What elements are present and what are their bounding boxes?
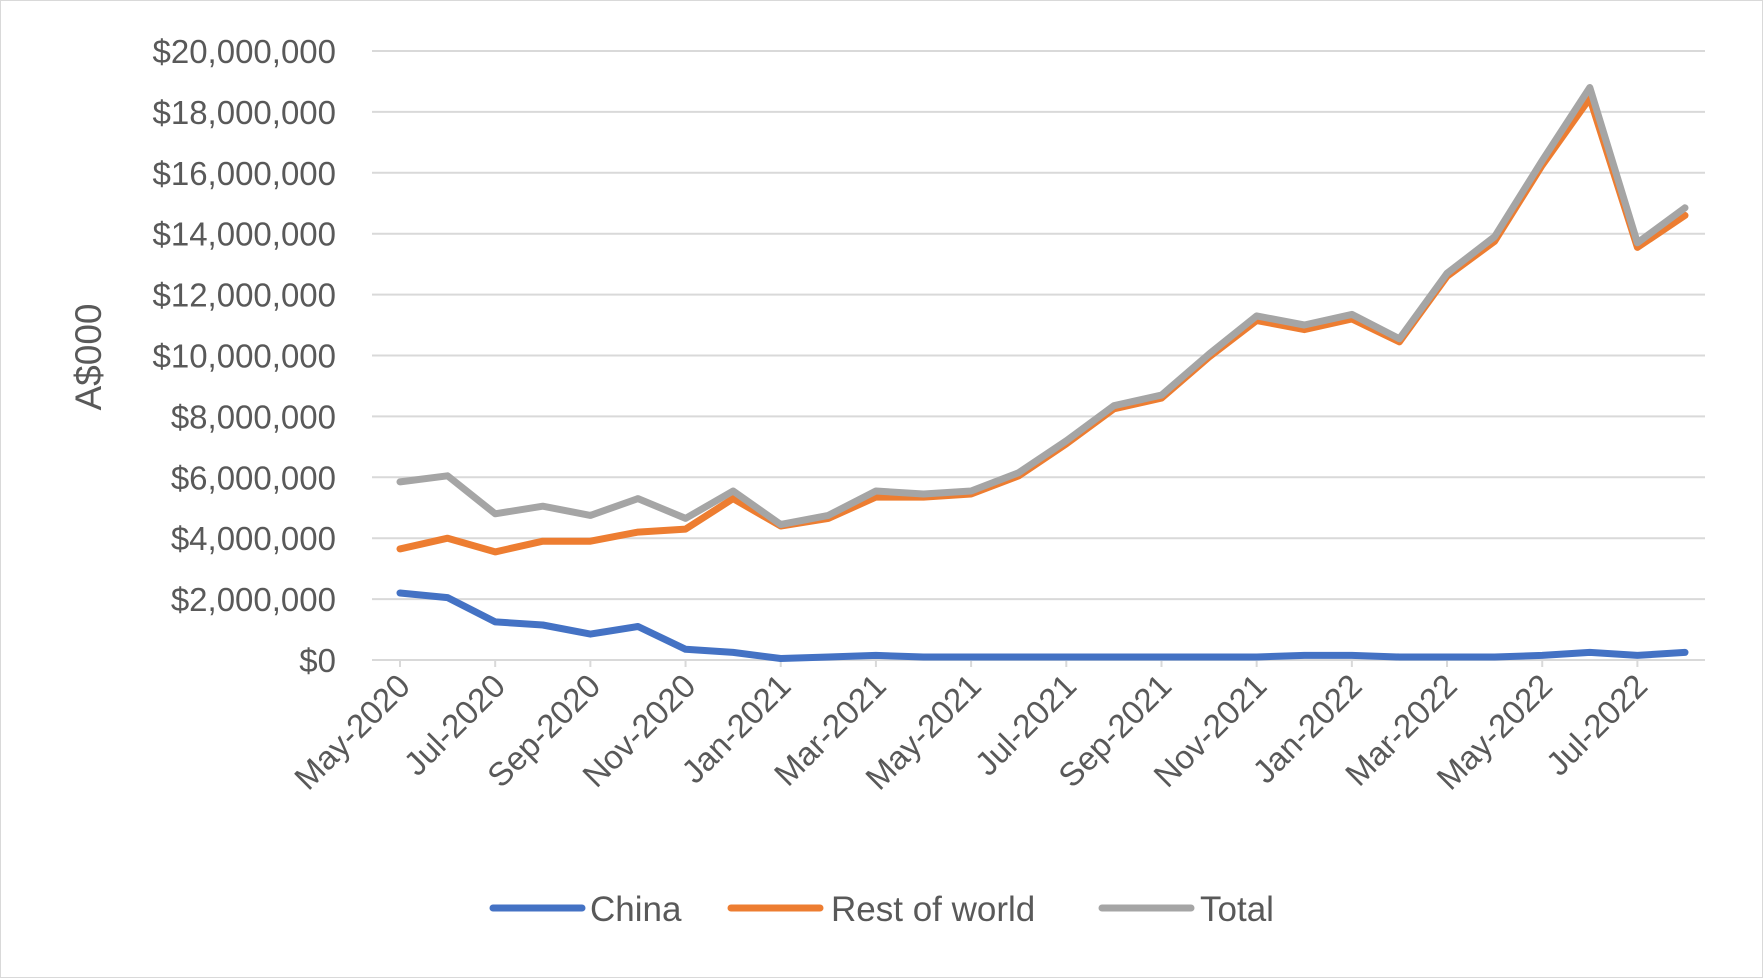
y-tick-label: $14,000,000 <box>152 216 336 253</box>
x-tick-label: Jul-2022 <box>1539 667 1655 783</box>
series-line-total <box>400 88 1685 525</box>
gridlines <box>372 51 1705 660</box>
series-line-rest-of-world <box>400 98 1685 552</box>
legend-label-rest-of-world: Rest of world <box>831 890 1035 929</box>
y-tick-label: $18,000,000 <box>152 94 336 131</box>
legend-label-total: Total <box>1200 890 1274 929</box>
legend: China Rest of world Total <box>493 890 1274 929</box>
series-line-china <box>400 593 1685 659</box>
legend-label-china: China <box>590 890 682 929</box>
y-tick-label: $8,000,000 <box>171 398 336 435</box>
y-tick-label: $16,000,000 <box>152 155 336 192</box>
y-tick-label: $20,000,000 <box>152 33 336 70</box>
x-axis-tick-labels: May-2020Jul-2020Sep-2020Nov-2020Jan-2021… <box>287 660 1654 797</box>
y-tick-label: $6,000,000 <box>171 459 336 496</box>
y-tick-label: $0 <box>299 642 336 679</box>
y-axis-tick-labels: $0 $2,000,000 $4,000,000 $6,000,000 $8,000,0… <box>152 33 336 679</box>
y-tick-label: $4,000,000 <box>171 520 336 557</box>
x-tick-label: May-2020 <box>287 667 417 797</box>
y-axis-title: A$000 <box>68 304 109 411</box>
y-tick-label: $2,000,000 <box>171 581 336 618</box>
y-tick-label: $10,000,000 <box>152 338 336 375</box>
y-tick-label: $12,000,000 <box>152 277 336 314</box>
